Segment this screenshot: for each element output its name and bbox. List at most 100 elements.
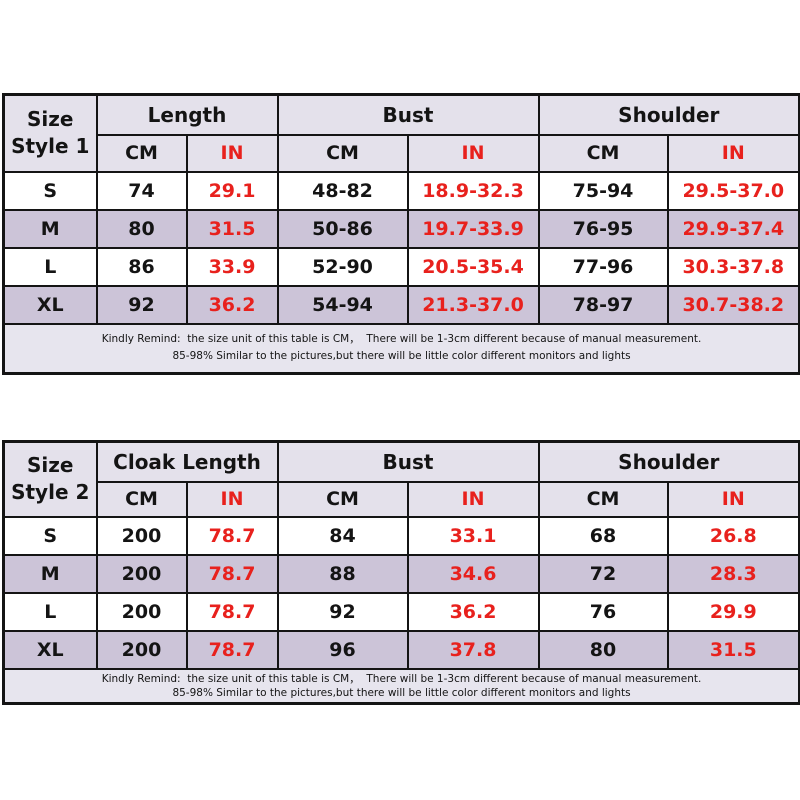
note-line-2: 85-98% Similar to the pictures,but there… [172, 686, 631, 699]
shoulder-in-cell: 29.5-37.0 [666, 170, 800, 211]
note-line-1: Kindly Remind: the size unit of this tab… [101, 672, 702, 685]
bust-cm-cell: 96 [276, 629, 409, 670]
length-cm-cell: 74 [95, 170, 188, 211]
shoulder-cm-cell: 76 [537, 591, 669, 632]
bust-in-cell: 21.3-37.0 [406, 284, 540, 325]
table-row: Size Style 1 Length Bust Shoulder [2, 93, 800, 173]
style-label: Style 1 [11, 134, 90, 159]
shoulder-in-cell: 31.5 [666, 629, 800, 670]
bust-cm-cell: 48-82 [276, 170, 409, 211]
column-group-bust: Bust [276, 440, 540, 483]
unit-header-in: IN [666, 133, 800, 173]
shoulder-in-cell: 29.9 [666, 591, 800, 632]
shoulder-cm-cell: 75-94 [537, 170, 669, 211]
bust-in-cell: 37.8 [406, 629, 540, 670]
kindly-remind-note: Kindly Remind: the size unit of this tab… [2, 667, 800, 705]
length-in-cell: 78.7 [185, 515, 279, 556]
unit-header-cm: CM [95, 480, 188, 518]
column-group-shoulder: Shoulder [537, 440, 800, 483]
size-cell: S [2, 170, 98, 211]
length-in-cell: 33.9 [185, 246, 279, 287]
length-cm-cell: 200 [95, 591, 188, 632]
size-cell: M [2, 208, 98, 249]
table-row: Size Style 2 Cloak Length Bust Shoulder [2, 440, 800, 518]
bust-cm-cell: 84 [276, 515, 409, 556]
bust-in-cell: 34.6 [406, 553, 540, 594]
shoulder-cm-cell: 78-97 [537, 284, 669, 325]
note-line-1: Kindly Remind: the size unit of this tab… [101, 333, 702, 346]
shoulder-in-cell: 26.8 [666, 515, 800, 556]
size-label: Size [27, 107, 74, 132]
length-cm-cell: 200 [95, 553, 188, 594]
length-in-cell: 78.7 [185, 591, 279, 632]
unit-header-in: IN [406, 133, 540, 173]
length-in-cell: 78.7 [185, 553, 279, 594]
bust-in-cell: 18.9-32.3 [406, 170, 540, 211]
note-line-2: 85-98% Similar to the pictures,but there… [172, 350, 631, 363]
bust-in-cell: 20.5-35.4 [406, 246, 540, 287]
shoulder-cm-cell: 72 [537, 553, 669, 594]
table-row: Kindly Remind: the size unit of this tab… [2, 667, 800, 705]
size-cell: XL [2, 629, 98, 670]
table-row: M 80 31.5 50-86 19.7-33.9 76-95 29.9-37.… [2, 208, 800, 249]
table-row: XL 92 36.2 54-94 21.3-37.0 78-97 30.7-38… [2, 284, 800, 325]
column-group-shoulder: Shoulder [537, 93, 800, 136]
unit-header-in: IN [666, 480, 800, 518]
size-cell: XL [2, 284, 98, 325]
table-row: CM IN CM IN CM IN [4, 133, 800, 173]
size-cell: L [2, 591, 98, 632]
bust-cm-cell: 52-90 [276, 246, 409, 287]
shoulder-in-cell: 28.3 [666, 553, 800, 594]
table-row: CM IN CM IN CM IN [4, 480, 800, 518]
size-cell: S [2, 515, 98, 556]
length-in-cell: 29.1 [185, 170, 279, 211]
size-label: Size [27, 453, 74, 478]
table-row: S 200 78.7 84 33.1 68 26.8 [2, 515, 800, 556]
bust-cm-cell: 88 [276, 553, 409, 594]
length-cm-cell: 80 [95, 208, 188, 249]
shoulder-in-cell: 30.3-37.8 [666, 246, 800, 287]
length-in-cell: 36.2 [185, 284, 279, 325]
unit-header-cm: CM [276, 133, 409, 173]
kindly-remind-note: Kindly Remind: the size unit of this tab… [2, 322, 800, 375]
size-cell: L [2, 246, 98, 287]
bust-cm-cell: 50-86 [276, 208, 409, 249]
size-style-header: Size Style 1 [2, 93, 98, 173]
bust-in-cell: 36.2 [406, 591, 540, 632]
unit-header-cm: CM [537, 133, 669, 173]
length-cm-cell: 86 [95, 246, 188, 287]
size-table-style-2: Size Style 2 Cloak Length Bust Shoulder … [2, 440, 800, 705]
shoulder-in-cell: 30.7-38.2 [666, 284, 800, 325]
length-in-cell: 78.7 [185, 629, 279, 670]
table-row: L 86 33.9 52-90 20.5-35.4 77-96 30.3-37.… [2, 246, 800, 287]
size-cell: M [2, 553, 98, 594]
shoulder-cm-cell: 77-96 [537, 246, 669, 287]
unit-header-in: IN [185, 133, 279, 173]
unit-header-in: IN [406, 480, 540, 518]
column-group-cloak-length: Cloak Length [95, 440, 279, 483]
column-group-bust: Bust [276, 93, 540, 136]
length-cm-cell: 92 [95, 284, 188, 325]
style-label: Style 2 [11, 480, 90, 505]
size-style-header: Size Style 2 [2, 440, 98, 518]
size-table-style-1: Size Style 1 Length Bust Shoulder CM IN … [2, 93, 800, 375]
column-group-length: Length [95, 93, 279, 136]
shoulder-cm-cell: 68 [537, 515, 669, 556]
length-cm-cell: 200 [95, 629, 188, 670]
bust-cm-cell: 54-94 [276, 284, 409, 325]
unit-header-cm: CM [537, 480, 669, 518]
bust-cm-cell: 92 [276, 591, 409, 632]
table-row: Kindly Remind: the size unit of this tab… [2, 322, 800, 375]
table-row: M 200 78.7 88 34.6 72 28.3 [2, 553, 800, 594]
shoulder-cm-cell: 76-95 [537, 208, 669, 249]
table-row: S 74 29.1 48-82 18.9-32.3 75-94 29.5-37.… [2, 170, 800, 211]
shoulder-in-cell: 29.9-37.4 [666, 208, 800, 249]
unit-header-cm: CM [276, 480, 409, 518]
table-row: XL 200 78.7 96 37.8 80 31.5 [2, 629, 800, 670]
unit-header-cm: CM [95, 133, 188, 173]
length-cm-cell: 200 [95, 515, 188, 556]
length-in-cell: 31.5 [185, 208, 279, 249]
shoulder-cm-cell: 80 [537, 629, 669, 670]
bust-in-cell: 33.1 [406, 515, 540, 556]
